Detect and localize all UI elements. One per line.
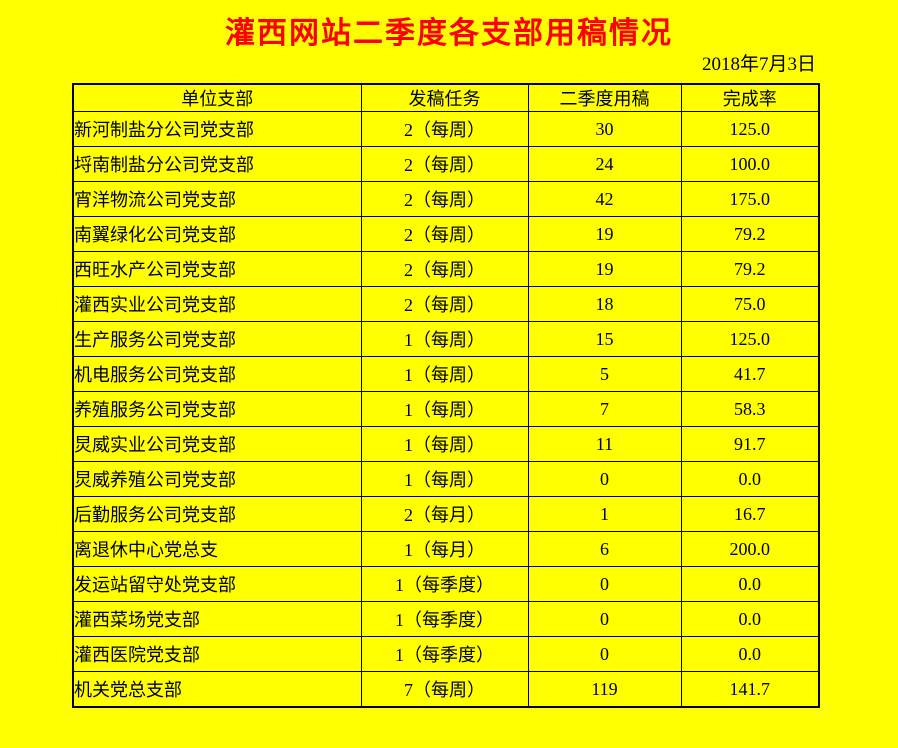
cell-task: 1（每季度） (360, 636, 529, 672)
cell-unit: 西旺水产公司党支部 (72, 251, 362, 287)
cell-usage: 19 (527, 251, 682, 287)
cell-unit: 养殖服务公司党支部 (72, 391, 362, 427)
cell-rate: 0.0 (680, 601, 820, 637)
table-row: 生产服务公司党支部 1（每周） 15 125.0 (72, 321, 820, 357)
page-title: 灌西网站二季度各支部用稿情况 (225, 17, 673, 50)
cell-usage: 24 (527, 146, 682, 182)
cell-usage: 7 (527, 391, 682, 427)
cell-rate: 75.0 (680, 286, 820, 322)
cell-unit: 南翼绿化公司党支部 (72, 216, 362, 252)
cell-task: 2（每周） (360, 251, 529, 287)
report-date: 2018年7月3日 (701, 54, 816, 75)
cell-unit: 宵洋物流公司党支部 (72, 181, 362, 217)
cell-unit: 新河制盐分公司党支部 (72, 111, 362, 147)
cell-usage: 30 (527, 111, 682, 147)
table-row: 机电服务公司党支部 1（每周） 5 41.7 (72, 356, 820, 392)
cell-unit: 炅威实业公司党支部 (72, 426, 362, 462)
table-row: 炅威养殖公司党支部 1（每周） 0 0.0 (72, 461, 820, 497)
table-header-row: 单位支部 发稿任务 二季度用稿 完成率 (72, 83, 820, 112)
cell-rate: 91.7 (680, 426, 820, 462)
table-row: 离退休中心党总支 1（每月） 6 200.0 (72, 531, 820, 567)
cell-task: 1（每季度） (360, 566, 529, 602)
cell-usage: 1 (527, 496, 682, 532)
cell-usage: 0 (527, 636, 682, 672)
table-row: 机关党总支部 7（每周） 119 141.7 (72, 671, 820, 708)
col-header-rate: 完成率 (680, 83, 820, 112)
cell-rate: 58.3 (680, 391, 820, 427)
col-header-unit: 单位支部 (72, 83, 362, 112)
table-body: 新河制盐分公司党支部 2（每周） 30 125.0 埒南制盐分公司党支部 2（每周） 24 1… (72, 111, 820, 708)
table-row: 宵洋物流公司党支部 2（每周） 42 175.0 (72, 181, 820, 217)
cell-rate: 125.0 (680, 111, 820, 147)
cell-usage: 119 (527, 671, 682, 708)
cell-task: 7（每周） (360, 671, 529, 708)
cell-unit: 生产服务公司党支部 (72, 321, 362, 357)
cell-task: 2（每周） (360, 146, 529, 182)
cell-rate: 141.7 (680, 671, 820, 708)
cell-task: 2（每月） (360, 496, 529, 532)
cell-usage: 0 (527, 566, 682, 602)
cell-unit: 灌西医院党支部 (72, 636, 362, 672)
cell-task: 1（每周） (360, 356, 529, 392)
cell-task: 1（每周） (360, 426, 529, 462)
cell-rate: 79.2 (680, 251, 820, 287)
cell-unit: 炅威养殖公司党支部 (72, 461, 362, 497)
cell-usage: 0 (527, 461, 682, 497)
cell-rate: 175.0 (680, 181, 820, 217)
cell-rate: 100.0 (680, 146, 820, 182)
table-row: 西旺水产公司党支部 2（每周） 19 79.2 (72, 251, 820, 287)
col-header-task: 发稿任务 (360, 83, 529, 112)
cell-rate: 16.7 (680, 496, 820, 532)
cell-task: 1（每月） (360, 531, 529, 567)
cell-task: 2（每周） (360, 216, 529, 252)
cell-task: 2（每周） (360, 286, 529, 322)
cell-task: 1（每季度） (360, 601, 529, 637)
cell-unit: 离退休中心党总支 (72, 531, 362, 567)
table-row: 埒南制盐分公司党支部 2（每周） 24 100.0 (72, 146, 820, 182)
table-row: 灌西实业公司党支部 2（每周） 18 75.0 (72, 286, 820, 322)
cell-usage: 19 (527, 216, 682, 252)
table-row: 炅威实业公司党支部 1（每周） 11 91.7 (72, 426, 820, 462)
cell-usage: 18 (527, 286, 682, 322)
cell-usage: 6 (527, 531, 682, 567)
cell-task: 1（每周） (360, 391, 529, 427)
cell-rate: 0.0 (680, 566, 820, 602)
table-row: 养殖服务公司党支部 1（每周） 7 58.3 (72, 391, 820, 427)
cell-rate: 0.0 (680, 461, 820, 497)
cell-usage: 42 (527, 181, 682, 217)
cell-usage: 0 (527, 601, 682, 637)
usage-table: 单位支部 发稿任务 二季度用稿 完成率 新河制盐分公司党支部 2（每周） 30 125… (72, 83, 820, 708)
table-row: 灌西医院党支部 1（每季度） 0 0.0 (72, 636, 820, 672)
cell-unit: 机关党总支部 (72, 671, 362, 708)
cell-unit: 埒南制盐分公司党支部 (72, 146, 362, 182)
table-row: 新河制盐分公司党支部 2（每周） 30 125.0 (72, 111, 820, 147)
table-row: 南翼绿化公司党支部 2（每周） 19 79.2 (72, 216, 820, 252)
cell-task: 2（每周） (360, 181, 529, 217)
cell-rate: 79.2 (680, 216, 820, 252)
cell-unit: 发运站留守处党支部 (72, 566, 362, 602)
cell-unit: 灌西菜场党支部 (72, 601, 362, 637)
cell-unit: 机电服务公司党支部 (72, 356, 362, 392)
cell-usage: 15 (527, 321, 682, 357)
cell-rate: 200.0 (680, 531, 820, 567)
cell-task: 2（每周） (360, 111, 529, 147)
cell-rate: 0.0 (680, 636, 820, 672)
col-header-usage: 二季度用稿 (527, 83, 682, 112)
cell-task: 1（每周） (360, 321, 529, 357)
cell-rate: 41.7 (680, 356, 820, 392)
table-row: 后勤服务公司党支部 2（每月） 1 16.7 (72, 496, 820, 532)
table-row: 灌西菜场党支部 1（每季度） 0 0.0 (72, 601, 820, 637)
cell-unit: 灌西实业公司党支部 (72, 286, 362, 322)
cell-usage: 11 (527, 426, 682, 462)
table-row: 发运站留守处党支部 1（每季度） 0 0.0 (72, 566, 820, 602)
cell-rate: 125.0 (680, 321, 820, 357)
cell-task: 1（每周） (360, 461, 529, 497)
cell-usage: 5 (527, 356, 682, 392)
cell-unit: 后勤服务公司党支部 (72, 496, 362, 532)
